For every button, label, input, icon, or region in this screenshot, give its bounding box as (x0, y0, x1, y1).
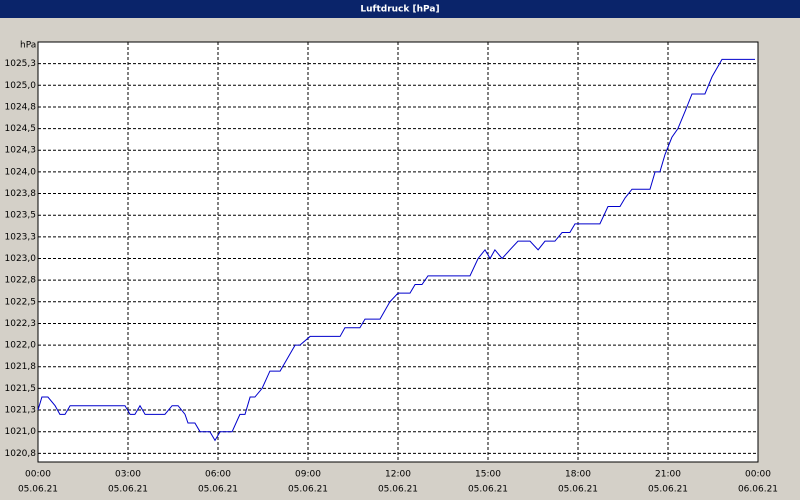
y-unit: hPa (20, 41, 36, 51)
x-tick-date: 05.06.21 (198, 485, 238, 495)
x-tick-label: 06:00 (205, 470, 231, 480)
x-tick-label: 00:00 (25, 470, 51, 480)
y-tick-label: 1025,0 (5, 81, 37, 91)
y-tick-label: 1023,5 (5, 211, 37, 221)
y-tick-label: 1020,8 (5, 449, 37, 459)
y-tick-label: 1021,5 (5, 384, 37, 394)
y-tick-label: 1023,8 (5, 189, 37, 199)
y-tick-label: 1023,0 (5, 254, 37, 264)
x-tick-date: 05.06.21 (108, 485, 148, 495)
y-tick-label: 1023,3 (5, 232, 37, 242)
data-line (37, 58, 755, 442)
x-tick-label: 18:00 (565, 470, 591, 480)
title-bar (0, 0, 800, 18)
y-tick-label: 1022,8 (5, 276, 37, 286)
y-tick-label: 1022,3 (5, 319, 37, 329)
chart-title: Luftdruck [hPa] (360, 5, 439, 15)
x-tick-date: 05.06.21 (378, 485, 418, 495)
y-tick-label: 1024,3 (5, 146, 37, 156)
x-tick-date: 06.06.21 (738, 485, 778, 495)
x-tick-label: 21:00 (655, 470, 681, 480)
y-tick-label: 1024,5 (5, 124, 37, 134)
y-tick-label: 1021,8 (5, 362, 37, 372)
y-tick-label: 1025,3 (5, 59, 37, 69)
y-tick-label: 1024,0 (5, 167, 37, 177)
x-tick-date: 05.06.21 (18, 485, 58, 495)
x-tick-label: 15:00 (475, 470, 501, 480)
y-tick-label: 1021,3 (5, 406, 37, 416)
x-tick-date: 05.06.21 (468, 485, 508, 495)
x-tick-date: 05.06.21 (648, 485, 688, 495)
y-tick-label: 1024,8 (5, 102, 37, 112)
y-tick-label: 1022,5 (5, 297, 37, 307)
x-tick-label: 03:00 (115, 470, 141, 480)
y-tick-label: 1022,0 (5, 341, 37, 351)
x-tick-label: 00:00 (745, 470, 771, 480)
x-tick-label: 12:00 (385, 470, 411, 480)
x-tick-date: 05.06.21 (558, 485, 598, 495)
x-tick-date: 05.06.21 (288, 485, 328, 495)
x-tick-label: 09:00 (295, 470, 321, 480)
y-tick-label: 1021,0 (5, 427, 37, 437)
